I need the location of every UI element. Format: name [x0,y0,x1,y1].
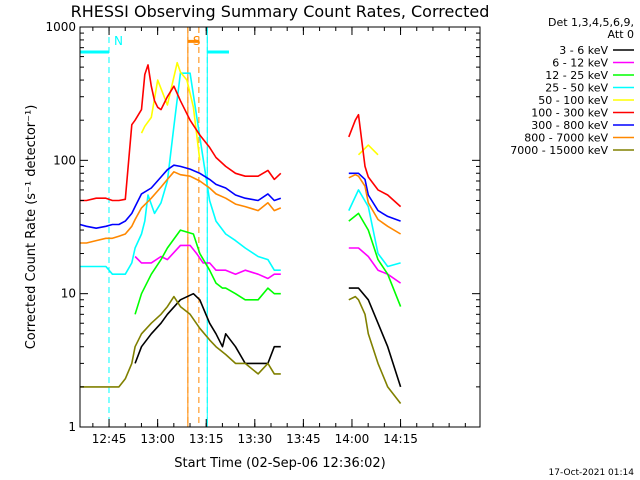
legend-label: 7000 - 15000 keV [510,144,608,157]
legend-label: 800 - 7000 keV [524,132,608,145]
chart-title: RHESSI Observing Summary Count Rates, Co… [71,2,490,21]
series-line [80,295,402,404]
legend-header-line-2: Att 0 [608,28,634,41]
x-axis-label: Start Time (02-Sep-06 12:36:02) [174,456,385,471]
y-axis: 1 10 100 1000 [45,20,480,434]
x-axis: 12:45 13:00 13:15 13:30 13:45 14:00 14:15 [92,27,466,446]
y-axis-label: Corrected Count Rate (s⁻¹ detector⁻¹) [24,105,39,350]
legend-label: 50 - 100 keV [538,94,608,107]
x-tick-label: 12:45 [92,432,127,446]
x-tick-label: 14:15 [383,432,418,446]
y-tick-label: 100 [53,153,76,167]
legend-label: 12 - 25 keV [545,69,608,82]
y-tick-label: 1000 [45,20,76,34]
y-tick-label: 1 [68,420,76,434]
series-line [80,171,402,244]
series-line [79,164,401,229]
x-tick-label: 13:15 [189,432,224,446]
legend-label: 100 - 300 keV [531,107,608,120]
x-tick-label: 13:45 [286,432,321,446]
series-layer [79,61,402,404]
series-line [80,64,402,208]
legend-label: 300 - 800 keV [531,119,608,132]
event-marker-label: N [114,34,123,48]
legend-header-line-1: Det 1,3,4,5,6,9, [548,16,634,29]
legend-label: 6 - 12 keV [552,57,608,70]
x-tick-label: 14:00 [335,432,370,446]
series-line [134,244,402,284]
legend-label: 25 - 50 keV [545,82,608,95]
timestamp-footer: 17-Oct-2021 01:14 [549,468,635,478]
legend-label: 3 - 6 keV [559,44,608,57]
plot-frame [79,26,481,428]
series-line [134,212,402,315]
series-line [134,287,402,388]
x-tick-label: 13:30 [238,432,273,446]
x-tick-label: 13:00 [140,432,175,446]
series-line [140,61,379,161]
series-line [80,72,401,275]
y-tick-label: 10 [61,287,76,301]
